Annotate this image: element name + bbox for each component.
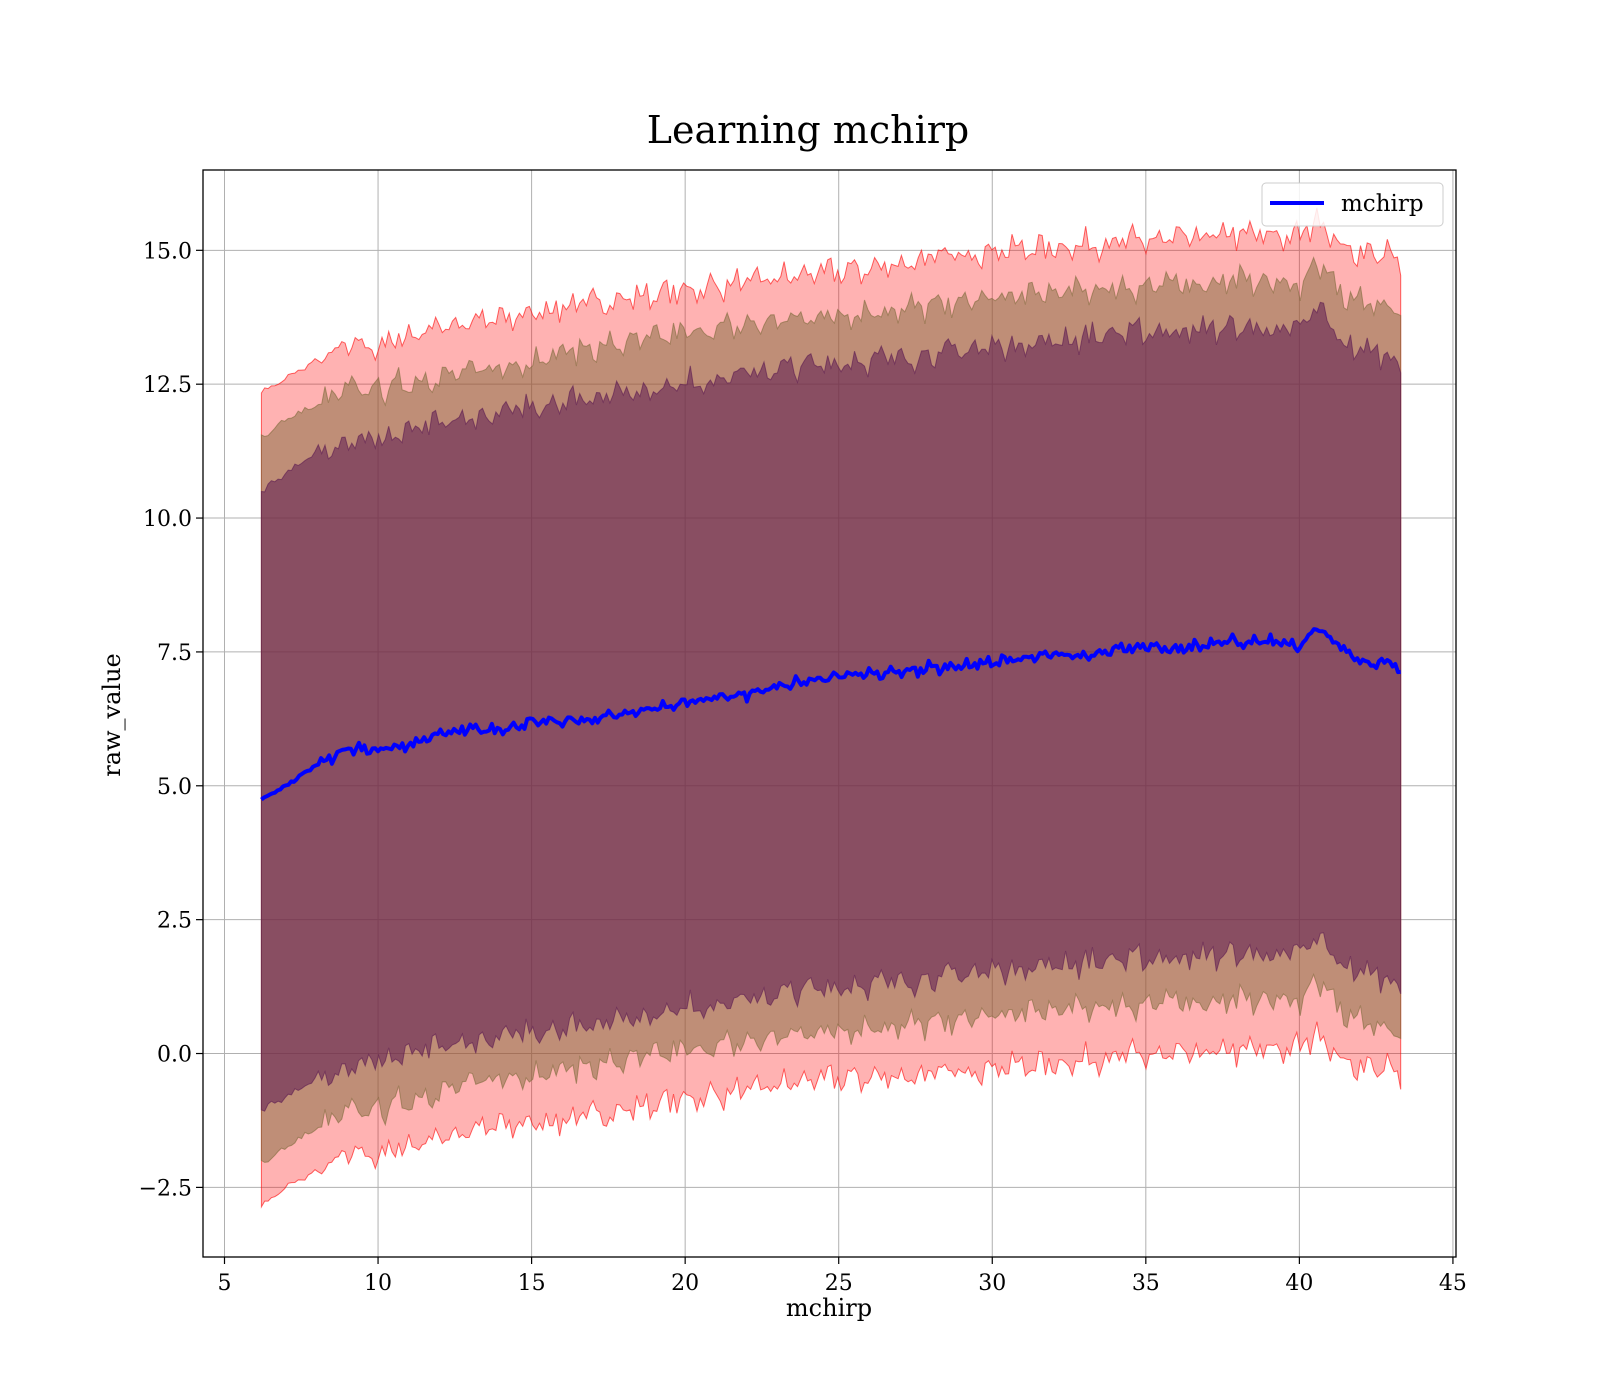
x-tick-label: 20 [671,1271,699,1296]
x-tick-label: 10 [364,1271,392,1296]
x-axis-label: mchirp [786,1294,872,1322]
x-tick-label: 40 [1285,1271,1313,1296]
x-tick-label: 30 [978,1271,1006,1296]
plot-frame [202,169,1457,1258]
y-tick-label: 5.0 [157,775,192,800]
y-tick-label: 0.0 [157,1043,192,1068]
y-tick-label: 15.0 [143,239,192,264]
y-tick-label: 10.0 [143,507,192,532]
chart-title: Learning mchirp [647,108,969,152]
y-axis-label: raw_value [98,653,126,777]
legend-box [1261,182,1444,227]
legend: mchirp [1261,182,1444,227]
y-tick-label: 2.5 [157,909,192,934]
x-tick-label: 45 [1439,1271,1467,1296]
x-tick-label: 25 [825,1271,853,1296]
legend-label: mchirp [1341,191,1424,217]
band-inner [260,301,1402,1112]
x-tick-label: 35 [1132,1271,1160,1296]
y-tick-label: 12.5 [143,373,192,398]
x-tick-label: 15 [518,1271,546,1296]
y-tick-label: −2.5 [139,1176,192,1201]
confidence-bands [260,207,1402,1209]
series-line [260,627,1401,802]
y-tick-label: 7.5 [157,641,192,666]
series-lines [260,627,1401,802]
x-tick-label: 5 [217,1271,231,1296]
axis-ticks: 5 10 15 20 25 30 35 40 45 −2.5 0.0 2.5 5.0 7.5 10.0 12.… [139,239,1467,1296]
